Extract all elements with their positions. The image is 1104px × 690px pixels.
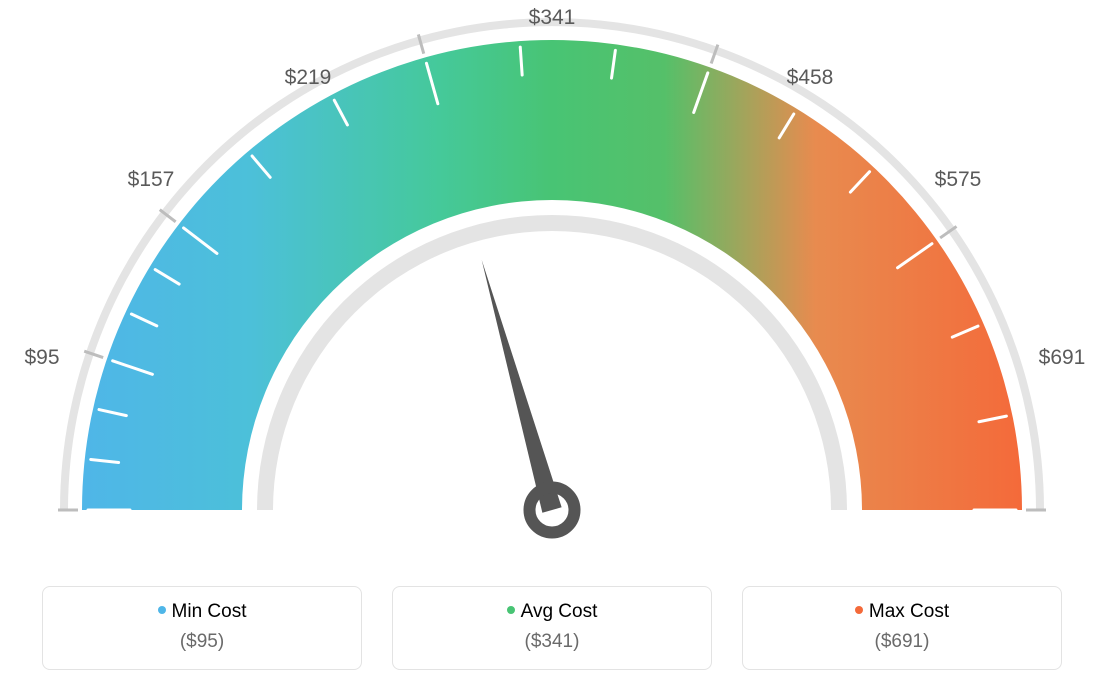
legend-card-min: Min Cost ($95) bbox=[42, 586, 362, 670]
legend-title-avg: Avg Cost bbox=[403, 601, 701, 623]
gauge-tick-label: $691 bbox=[1039, 346, 1086, 370]
legend-card-avg: Avg Cost ($341) bbox=[392, 586, 712, 670]
legend-title-min-text: Min Cost bbox=[172, 601, 247, 622]
legend-value-max: ($691) bbox=[753, 631, 1051, 653]
gauge-tick-label: $341 bbox=[529, 6, 576, 30]
gauge-tick-label: $219 bbox=[285, 66, 332, 90]
legend-title-max: Max Cost bbox=[753, 601, 1051, 623]
gauge-tick-label: $458 bbox=[787, 66, 834, 90]
gauge-svg bbox=[0, 0, 1104, 560]
legend-title-min: Min Cost bbox=[53, 601, 351, 623]
cost-gauge: $95 $157 $219 $341 $458 $575 $691 bbox=[0, 0, 1104, 560]
legend-row: Min Cost ($95) Avg Cost ($341) Max Cost … bbox=[0, 586, 1104, 670]
legend-dot-avg bbox=[507, 606, 515, 614]
gauge-tick-label: $157 bbox=[128, 168, 175, 192]
legend-title-max-text: Max Cost bbox=[869, 601, 949, 622]
legend-value-avg: ($341) bbox=[403, 631, 701, 653]
gauge-tick-label: $575 bbox=[935, 168, 982, 192]
legend-title-avg-text: Avg Cost bbox=[521, 601, 598, 622]
gauge-tick-label: $95 bbox=[24, 346, 59, 370]
legend-dot-max bbox=[855, 606, 863, 614]
legend-value-min: ($95) bbox=[53, 631, 351, 653]
legend-card-max: Max Cost ($691) bbox=[742, 586, 1062, 670]
legend-dot-min bbox=[158, 606, 166, 614]
